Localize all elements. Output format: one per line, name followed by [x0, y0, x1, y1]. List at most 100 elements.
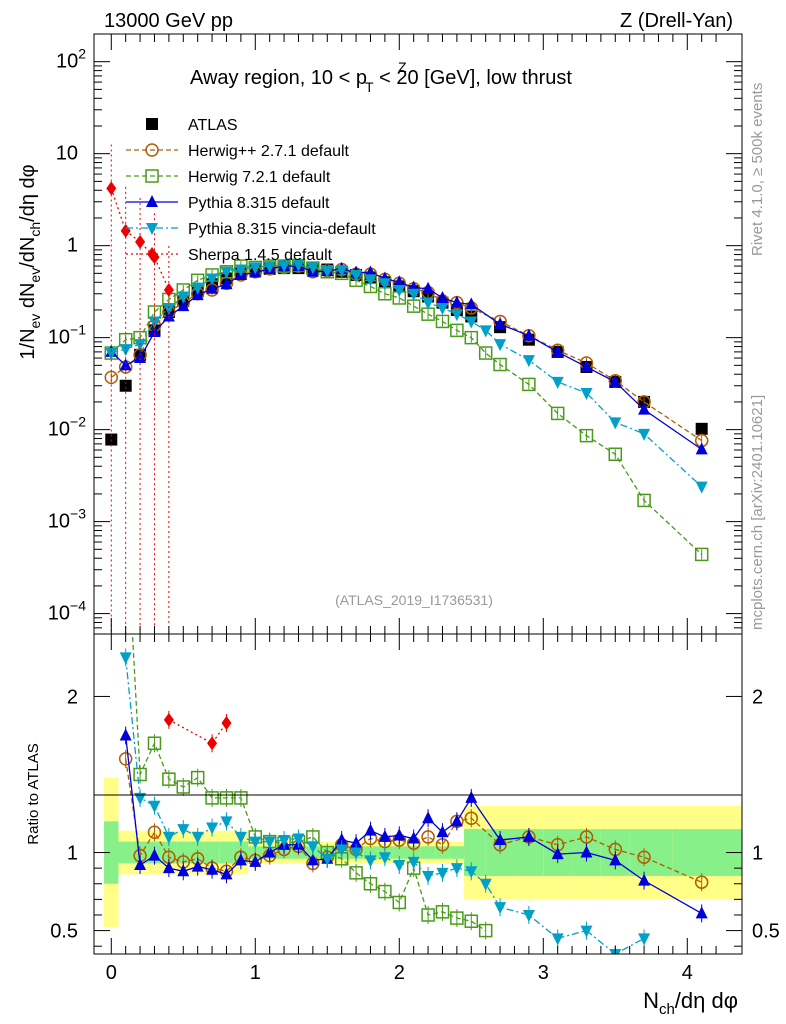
ratio-point — [522, 909, 535, 922]
ratio-series-group — [118, 634, 709, 954]
data-point — [465, 316, 478, 329]
band-green — [449, 846, 465, 859]
plot-title-sup: Z — [398, 59, 407, 75]
data-point — [479, 325, 492, 338]
ratio-point — [522, 829, 535, 842]
ratio-point — [378, 852, 391, 865]
ratio-point — [176, 780, 191, 794]
ratio-point — [364, 823, 377, 836]
xlabel-a-sub: ch — [659, 1001, 675, 1018]
series-line-2 — [110, 264, 703, 555]
plot-title-pre: Away region, 10 < p — [190, 67, 367, 89]
ratio-point — [118, 752, 133, 766]
legend-label: Pythia 8.315 default — [188, 195, 330, 212]
legend-marker — [147, 247, 157, 261]
ylabel-a-sub: ev — [27, 314, 43, 329]
data-point — [695, 481, 708, 494]
ylabel-c-sub: ch — [27, 222, 43, 237]
ratio-point — [551, 847, 564, 860]
ratio-point — [407, 831, 420, 844]
data-point — [106, 181, 117, 196]
data-point — [464, 330, 479, 345]
ratio-point — [263, 845, 276, 858]
data-point — [162, 309, 175, 322]
ratio-point — [393, 860, 406, 873]
ratio-point — [221, 715, 232, 730]
ratio-point — [579, 830, 594, 844]
ratio-point — [609, 853, 622, 866]
data-point — [120, 223, 131, 238]
plot-title-sub: T — [365, 79, 374, 95]
data-point — [638, 402, 651, 415]
ratio-point — [292, 833, 305, 846]
ratio-point — [638, 933, 651, 946]
ratio-point — [220, 867, 233, 880]
ratio-y-axis-label: Ratio to ATLAS — [25, 743, 42, 844]
ylabel-b: dN — [17, 283, 39, 314]
ratio-point — [465, 866, 478, 879]
y-tick-label: 1 — [67, 235, 78, 257]
data-point — [206, 273, 219, 286]
y-tick-exp: −4 — [70, 598, 86, 614]
data-point — [522, 355, 535, 368]
ratio-point — [119, 728, 132, 741]
ratio-point — [422, 870, 435, 883]
data-point — [580, 388, 593, 401]
data-point — [234, 264, 247, 277]
ratio-point — [364, 855, 377, 868]
legend-marker — [145, 169, 159, 183]
ratio-point — [147, 736, 162, 751]
data-point — [465, 297, 478, 310]
ratio-point — [464, 811, 479, 825]
ratio-point — [249, 854, 262, 867]
ratio-point — [234, 831, 247, 844]
data-point — [335, 265, 348, 278]
main-y-axis-label: 1/Nev dNev/dNch/dη dφ — [17, 164, 43, 359]
ylabel-b-sub: ev — [27, 268, 43, 283]
y-tick-label: 10−3 — [48, 506, 86, 533]
data-point — [694, 547, 709, 562]
ratio-point — [363, 877, 378, 891]
data-point — [478, 346, 493, 360]
ratio-point — [191, 831, 204, 844]
x-tick-label: 4 — [682, 962, 693, 984]
y-tick-base: 10 — [48, 327, 70, 349]
ratio-point — [695, 906, 708, 919]
ratio-point — [335, 844, 348, 857]
data-point — [609, 417, 622, 430]
ratio-point — [392, 895, 407, 910]
ratio-point — [378, 884, 392, 899]
data-point — [249, 262, 262, 275]
legend-marker — [146, 118, 158, 130]
ratio-point — [190, 770, 205, 785]
y-tick-base: 10 — [48, 419, 70, 441]
data-point — [436, 290, 449, 303]
data-point — [493, 357, 507, 372]
y-tick-label: 10−1 — [48, 322, 86, 349]
data-point — [695, 442, 708, 455]
main-series-group — [104, 144, 709, 634]
ratio-point — [637, 850, 651, 864]
data-point — [494, 339, 507, 352]
ratio-point — [393, 828, 406, 841]
ratio-point — [207, 736, 218, 751]
data-point — [550, 406, 565, 421]
band-green — [464, 829, 486, 876]
legend-label: Herwig 7.2.1 default — [188, 169, 331, 186]
ratio-point — [263, 836, 276, 849]
ratio-point — [134, 858, 147, 871]
legend-marker — [145, 143, 159, 157]
data-point — [163, 282, 174, 297]
mcplots-side-label: mcplots.cern.ch [arXiv:2401.10621] — [749, 395, 766, 630]
ratio-point — [436, 867, 449, 880]
ratio-point — [450, 814, 463, 827]
legend: ATLAS Herwig++ 2.7.1 default Herwig 7.2.1 … — [126, 117, 376, 264]
data-point — [393, 275, 406, 288]
data-point — [450, 295, 463, 308]
y-tick-label: 10 — [56, 143, 78, 165]
legend-label: Sherpa 1.4.5 default — [188, 247, 333, 264]
ratio-point — [580, 845, 593, 858]
band-green — [420, 846, 436, 859]
ylabel-c: /dN — [17, 237, 39, 268]
